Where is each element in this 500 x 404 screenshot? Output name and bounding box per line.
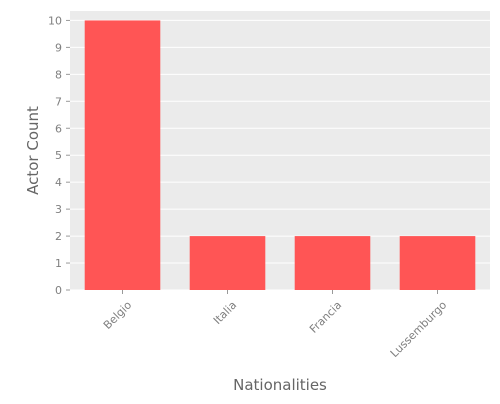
y-axis-label: Actor Count <box>24 106 42 195</box>
bar-francia <box>294 236 371 290</box>
y-tick-label: 3 <box>55 203 62 216</box>
x-axis-ticks: Belgio Italia Francia Lussemburgo <box>101 290 450 360</box>
y-tick-label: 5 <box>55 149 62 162</box>
y-tick-label: 0 <box>55 284 62 297</box>
y-tick-label: 2 <box>55 230 62 243</box>
x-tick-label-belgio: Belgio <box>101 298 135 332</box>
bar-lussemburgo <box>399 236 476 290</box>
y-tick-label: 8 <box>55 68 62 81</box>
x-tick-label-italia: Italia <box>211 299 239 327</box>
y-axis-ticks: 0 1 2 3 4 5 6 7 8 9 10 <box>48 14 70 297</box>
x-axis-label: Nationalities <box>233 376 327 394</box>
y-tick-label: 4 <box>55 176 62 189</box>
y-tick-label: 1 <box>55 257 62 270</box>
x-tick-label-lussemburgo: Lussemburgo <box>388 298 450 360</box>
y-tick-label: 9 <box>55 41 62 54</box>
bar-italia <box>189 236 266 290</box>
y-tick-label: 10 <box>48 14 62 27</box>
x-tick-label-francia: Francia <box>307 299 344 336</box>
bar-belgio <box>84 20 161 290</box>
bars <box>84 20 476 290</box>
y-tick-label: 6 <box>55 122 62 135</box>
y-tick-label: 7 <box>55 95 62 108</box>
